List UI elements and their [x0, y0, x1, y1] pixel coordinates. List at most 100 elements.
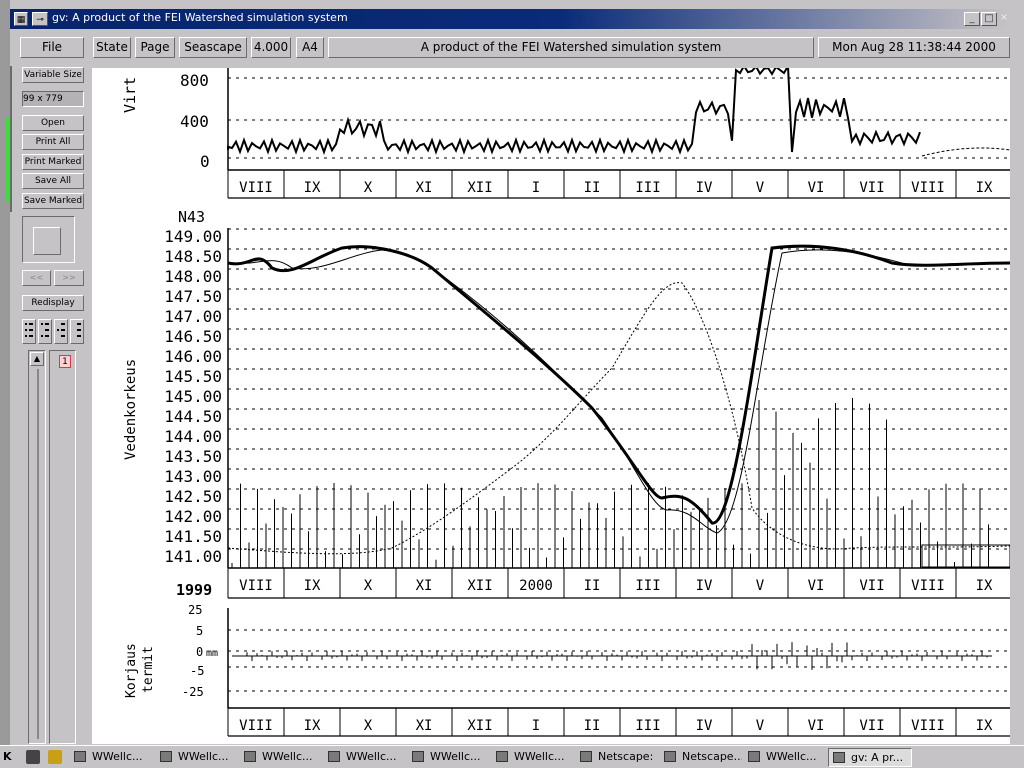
- file-menu-button[interactable]: File: [20, 37, 84, 58]
- taskbar-item[interactable]: WWellc...: [492, 748, 574, 767]
- taskbar-item[interactable]: WWellc...: [408, 748, 490, 767]
- month-label: IV: [696, 578, 713, 594]
- orientation-button[interactable]: Seascape: [179, 37, 247, 58]
- correction-series: [232, 642, 992, 670]
- home-icon[interactable]: [48, 750, 62, 764]
- month-label: VIII: [911, 180, 945, 196]
- taskbar-item[interactable]: Netscape...: [660, 748, 742, 767]
- taskbar-item[interactable]: WWellc...: [744, 748, 826, 767]
- start-menu-icon[interactable]: K: [3, 750, 12, 763]
- main-ytick: 146.50: [164, 327, 222, 346]
- taskbar-item[interactable]: WWellc...: [324, 748, 406, 767]
- page-list[interactable]: 1: [49, 350, 76, 744]
- taskbar-item[interactable]: gv: A pr...: [828, 748, 912, 767]
- taskbar-item[interactable]: WWellc...: [70, 748, 154, 767]
- month-label: VII: [859, 578, 884, 594]
- bottom-ylabel-line1: Korjaus: [124, 643, 139, 698]
- magnification-button[interactable]: 4.000: [251, 37, 291, 58]
- print-all-button[interactable]: Print All: [22, 134, 84, 150]
- print-marked-button[interactable]: Print Marked: [22, 154, 84, 170]
- taskbar-item[interactable]: Netscape:: [576, 748, 658, 767]
- water-level-observed: [227, 244, 1010, 525]
- desktop-icon[interactable]: [26, 750, 40, 764]
- taskbar-item-label: Netscape:: [598, 750, 654, 763]
- month-label: VI: [808, 718, 825, 734]
- mark-even-icon[interactable]: [54, 319, 68, 344]
- window-title: gv: A product of the FEI Watershed simul…: [52, 11, 348, 24]
- taskbar-item-label: WWellc...: [178, 750, 229, 763]
- month-label: VII: [859, 180, 884, 196]
- main-ytick: 148.00: [164, 267, 222, 286]
- month-label: XII: [467, 180, 492, 196]
- taskbar-item[interactable]: WWellc...: [156, 748, 238, 767]
- bottom-ytick: -5: [190, 664, 204, 678]
- close-button[interactable]: ×: [999, 12, 1009, 23]
- month-label: II: [584, 180, 601, 196]
- bottom-month-labels: VIII IX X XI XII I II III IV V VI VII VIII IX: [227, 708, 993, 736]
- runoff-line: [227, 68, 921, 156]
- mark-all-icon[interactable]: [22, 319, 36, 344]
- main-ytick: 145.00: [164, 387, 222, 406]
- save-marked-button[interactable]: Save Marked: [22, 193, 84, 209]
- state-menu-button[interactable]: State: [93, 37, 131, 58]
- variable-size-button[interactable]: Variable Size: [22, 67, 84, 83]
- media-button[interactable]: A4: [296, 37, 324, 58]
- panner-thumb[interactable]: [33, 227, 61, 255]
- month-label: V: [756, 578, 765, 594]
- month-label: VIII: [239, 578, 273, 594]
- unmark-all-icon[interactable]: [70, 319, 84, 344]
- redisplay-button[interactable]: Redisplay: [22, 295, 84, 311]
- month-label: IX: [976, 578, 993, 594]
- page-list-item[interactable]: 1: [59, 355, 71, 368]
- water-level-series: [227, 244, 1010, 568]
- minimize-button[interactable]: _: [964, 12, 980, 26]
- month-label: VI: [808, 578, 825, 594]
- task-window-icon: [748, 751, 760, 762]
- task-window-icon: [412, 751, 424, 762]
- water-level-simulated: [227, 249, 913, 534]
- window-menu-icon[interactable]: ▦: [14, 12, 28, 26]
- month-label: III: [635, 180, 660, 196]
- main-ytick: 143.50: [164, 447, 222, 466]
- runoff-series: [227, 68, 1010, 157]
- main-ytick: 143.00: [164, 467, 222, 486]
- taskbar-item-label: WWellc...: [92, 750, 143, 763]
- month-label: XII: [467, 718, 492, 734]
- next-page-button[interactable]: >>: [54, 270, 84, 286]
- bottom-ytick: 5: [196, 624, 203, 638]
- main-ylabel: Vedenkorkeus: [123, 359, 139, 460]
- page-menu-button[interactable]: Page: [135, 37, 175, 58]
- month-label: VIII: [239, 180, 273, 196]
- page-list-scrollbar[interactable]: ▲: [28, 350, 46, 744]
- main-ytick: 146.00: [164, 347, 222, 366]
- scroll-up-icon[interactable]: ▲: [30, 352, 44, 366]
- prev-page-button[interactable]: <<: [22, 270, 51, 286]
- taskbar-item[interactable]: WWellc...: [240, 748, 322, 767]
- inflow-series: [227, 282, 1010, 555]
- document-title-label: A product of the FEI Watershed simulatio…: [328, 37, 814, 58]
- mark-odd-icon[interactable]: [38, 319, 52, 344]
- size-readout: 99 x 779: [22, 91, 84, 107]
- task-window-icon: [74, 751, 86, 762]
- page-panner[interactable]: [22, 216, 75, 263]
- main-ytick-labels: 149.00148.50148.00147.50147.00146.50146.…: [164, 227, 222, 566]
- top-month-labels: VIII IX X XI XII I II III IV V VI VII VIII IX: [227, 170, 993, 198]
- open-button[interactable]: Open: [22, 115, 84, 131]
- month-label: II: [584, 578, 601, 594]
- month-label: III: [635, 718, 660, 734]
- main-ytick: 142.00: [164, 507, 222, 526]
- month-label: V: [756, 718, 765, 734]
- pin-icon[interactable]: ⊸: [32, 12, 48, 26]
- month-label: I: [532, 718, 540, 734]
- window-titlebar[interactable]: ▦ ⊸ gv: A product of the FEI Watershed s…: [10, 9, 1010, 29]
- runoff-forecast: [921, 147, 1010, 157]
- maximize-button[interactable]: □: [981, 12, 997, 26]
- month-label: X: [364, 180, 373, 196]
- month-label: IX: [976, 180, 993, 196]
- save-all-button[interactable]: Save All: [22, 173, 84, 189]
- task-window-icon: [496, 751, 508, 762]
- postscript-page-view[interactable]: Virt 800 400 0 VIII IX X XI XII I II III IV V VI VI…: [92, 68, 1010, 744]
- month-label: I: [532, 180, 540, 196]
- main-ytick: 141.00: [164, 547, 222, 566]
- task-window-icon: [328, 751, 340, 762]
